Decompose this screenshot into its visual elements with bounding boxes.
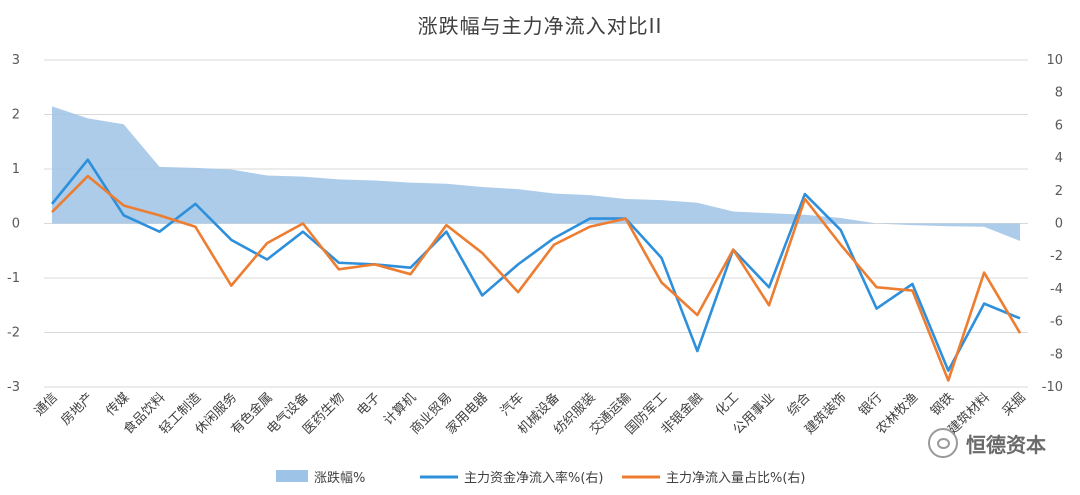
right-axis-ticks: 10 8 6 4 2 0 -2 -4 -6 -8 -10 (1042, 53, 1063, 395)
category-label: 汽车 (497, 390, 527, 420)
right-tick-label: 10 (1046, 53, 1063, 68)
category-label: 综合 (785, 390, 814, 419)
area-series-0 (52, 106, 1020, 241)
left-tick-label: -3 (7, 380, 20, 395)
watermark: 恒德资本 (928, 428, 1046, 458)
wechat-icon (928, 428, 958, 458)
chart-title: 涨跌幅与主力净流入对比II (417, 14, 663, 38)
left-tick-label: 1 (12, 162, 20, 177)
category-label: 电子 (354, 390, 383, 419)
left-tick-label: 0 (12, 217, 20, 232)
area-series-layer (52, 106, 1020, 241)
left-tick-label: 3 (12, 53, 20, 68)
legend-label: 涨跌幅% (314, 470, 365, 486)
right-tick-label: -6 (1050, 315, 1063, 330)
line-series-2 (51, 174, 1022, 382)
left-tick-label: 2 (12, 108, 20, 123)
right-tick-label: -4 (1050, 282, 1063, 297)
category-label: 通信 (32, 390, 61, 419)
right-tick-label: 4 (1055, 151, 1063, 166)
legend-swatch-area (276, 470, 308, 482)
category-label: 银行 (856, 390, 885, 419)
right-tick-label: -10 (1042, 380, 1063, 395)
right-tick-label: -2 (1050, 249, 1063, 264)
category-label: 钢铁 (928, 390, 957, 419)
right-tick-label: -8 (1050, 347, 1063, 362)
category-label: 化工 (713, 390, 742, 419)
line-series-layer (50, 158, 1022, 382)
legend-label: 主力资金净流入率%(右) (464, 470, 604, 486)
legend: 涨跌幅% 主力资金净流入率%(右) 主力净流入量占比%(右) (276, 470, 806, 486)
category-label: 房地产 (58, 390, 97, 429)
right-tick-label: 0 (1055, 217, 1063, 232)
line-series-1 (50, 158, 1021, 372)
left-tick-label: -1 (7, 271, 20, 286)
right-tick-label: 8 (1055, 86, 1063, 101)
left-tick-label: -2 (7, 326, 20, 341)
right-tick-label: 2 (1055, 184, 1063, 199)
legend-label: 主力净流入量占比%(右) (666, 471, 806, 486)
watermark-text: 恒德资本 (966, 432, 1046, 457)
left-axis-ticks: 3 2 1 0 -1 -2 -3 (7, 53, 20, 395)
category-label: 采掘 (1000, 390, 1029, 419)
category-label: 传媒 (104, 390, 133, 419)
right-tick-label: 6 (1055, 118, 1063, 133)
